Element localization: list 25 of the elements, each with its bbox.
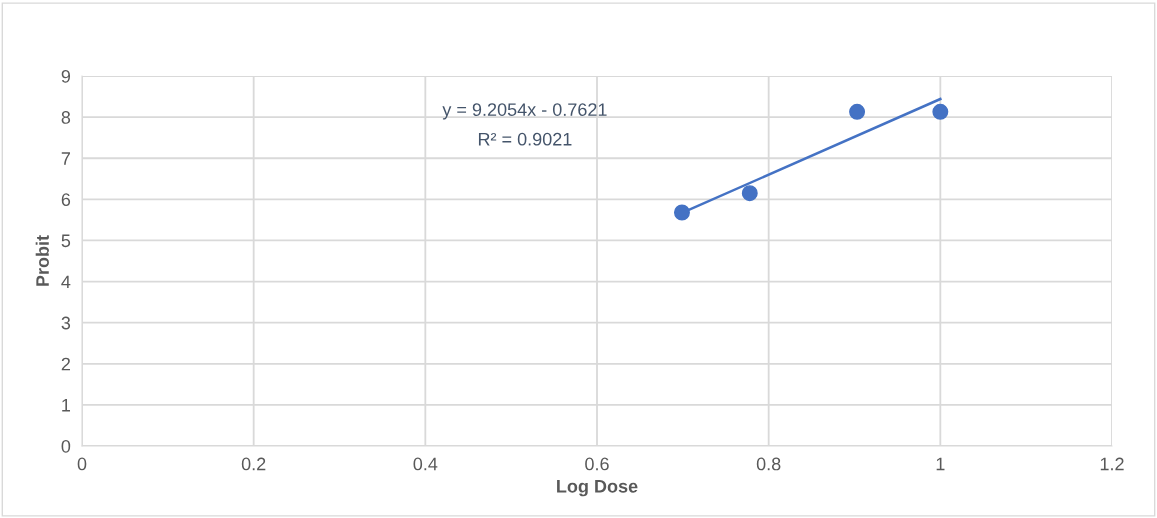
y-axis-title: Probit [35,235,49,286]
x-tick-label: 0 [77,457,87,471]
point [932,103,949,120]
point [673,204,690,221]
y-tick-label: 0 [61,439,71,453]
y-tick-label: 4 [61,275,71,289]
x-tick-label: 0.6 [585,457,609,471]
x-tick-label: 0.8 [756,457,781,471]
x-axis-title: Log Dose [557,480,638,497]
y-tick-label: 8 [61,111,71,124]
x-tick-label: 1 [936,457,945,471]
y-tick-label: 7 [61,152,70,165]
x-tick-label: 0.2 [241,457,266,471]
x-tick-label: 1.2 [1100,457,1124,471]
x-tick-label: 0.4 [413,457,438,471]
point [849,103,866,120]
annotation: R² = 0.9021 [478,132,572,146]
y-tick-label: 9 [61,69,71,83]
point [741,185,758,202]
y-tick-label: 2 [61,357,70,371]
y-tick-label: 1 [62,399,71,412]
y-tick-label: 5 [61,234,71,248]
y-tick-label: 3 [61,316,71,330]
annotation: y = 9.2054x - 0.7621 [442,103,607,120]
y-tick-label: 6 [61,193,71,207]
